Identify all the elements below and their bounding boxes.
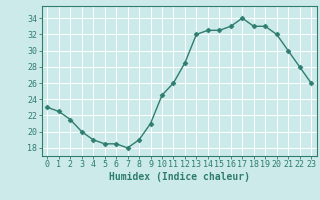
X-axis label: Humidex (Indice chaleur): Humidex (Indice chaleur) [109,172,250,182]
